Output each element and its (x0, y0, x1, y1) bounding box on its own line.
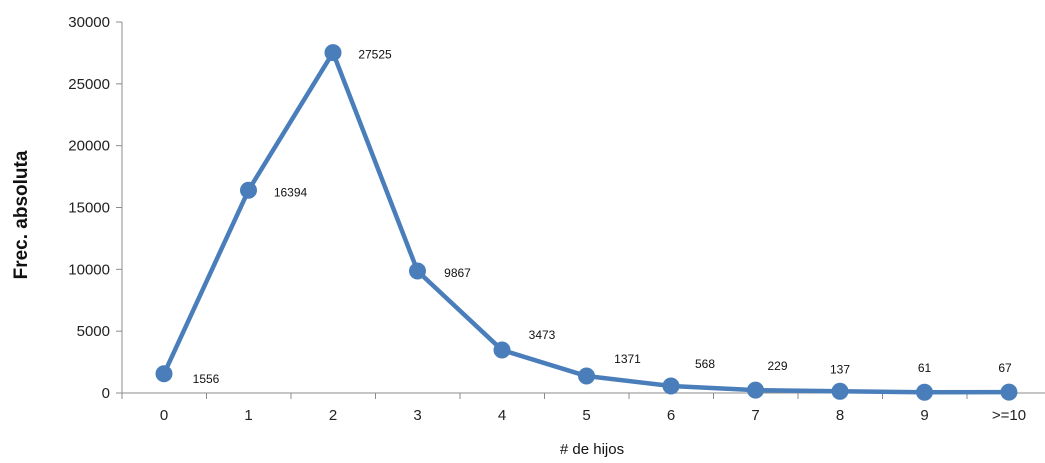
y-axis: 0 5000 10000 15000 20000 25000 30000 (68, 14, 123, 402)
data-point-marker (831, 382, 849, 400)
y-tick-label: 0 (102, 385, 110, 402)
x-axis-title: # de hijos (560, 441, 624, 458)
data-point-marker (662, 377, 680, 395)
data-point-marker (240, 181, 257, 199)
data-label: 3473 (529, 328, 556, 342)
y-tick-label: 10000 (68, 261, 110, 278)
y-tick-label: 20000 (68, 138, 110, 155)
data-label: 137 (830, 362, 850, 376)
data-point-marker (409, 262, 426, 280)
y-axis-title: Frec. absoluta (11, 150, 32, 279)
x-tick-label: 9 (920, 407, 928, 424)
data-label: 229 (767, 359, 787, 373)
x-tick-label: 7 (751, 407, 759, 424)
x-tick-label: 2 (329, 407, 337, 424)
x-ticks: 0 1 2 3 4 5 6 7 8 9 >=10 (121, 393, 1026, 424)
x-tick-label: 8 (836, 407, 844, 424)
data-point-marker (747, 381, 764, 399)
y-tick-label: 15000 (68, 200, 110, 217)
data-labels: 1556 16394 27525 9867 3473 1371 568 229 137 61 67 (193, 48, 1012, 386)
data-point-marker (578, 367, 595, 385)
data-label: 27525 (358, 48, 392, 62)
x-tick-label: >=10 (992, 407, 1026, 424)
data-label: 61 (918, 361, 932, 375)
series-group (155, 44, 1018, 401)
data-point-marker (493, 341, 511, 359)
y-tick-label: 30000 (68, 14, 110, 31)
x-tick-label: 3 (413, 407, 421, 424)
x-tick-label: 0 (160, 407, 168, 424)
data-label: 67 (998, 361, 1012, 375)
y-ticks: 0 5000 10000 15000 20000 25000 30000 (68, 14, 122, 402)
data-label: 16394 (274, 185, 308, 199)
data-label: 1556 (193, 372, 220, 386)
series-line (161, 50, 1012, 395)
data-point-marker (916, 383, 933, 401)
x-tick-label: 6 (667, 407, 675, 424)
data-point-marker (155, 365, 173, 383)
data-label: 1371 (614, 352, 641, 366)
y-tick-label: 25000 (68, 76, 110, 93)
x-tick-label: 5 (582, 407, 590, 424)
data-point-marker (1000, 383, 1018, 401)
data-point-marker (324, 44, 342, 62)
data-label: 568 (695, 357, 715, 371)
x-tick-label: 1 (244, 407, 252, 424)
data-label: 9867 (444, 266, 471, 280)
x-axis: 0 1 2 3 4 5 6 7 8 9 >=10 (121, 392, 1045, 424)
x-tick-label: 4 (498, 407, 506, 424)
y-tick-label: 5000 (77, 323, 110, 340)
